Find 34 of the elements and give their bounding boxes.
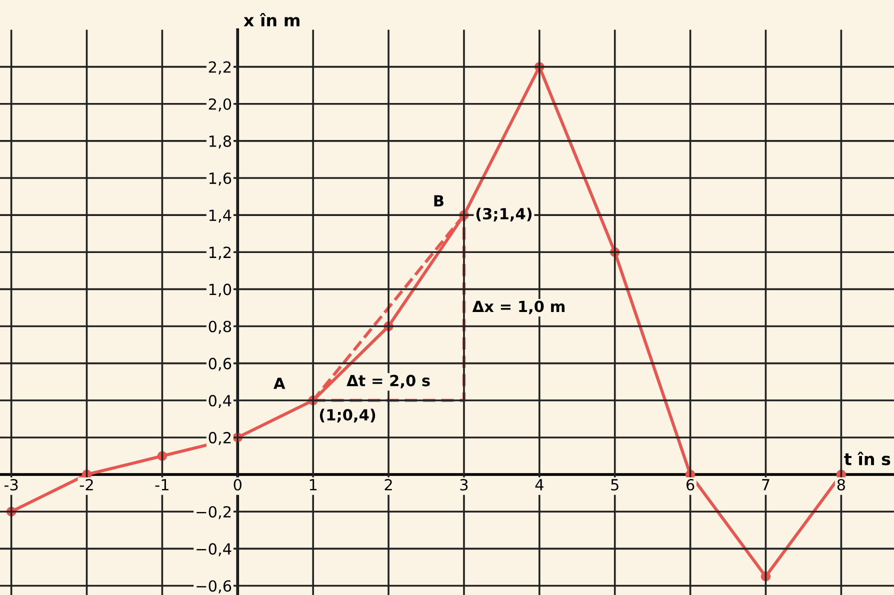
y-axis-title: x în m bbox=[244, 12, 300, 26]
x-tick-label: -2 bbox=[80, 478, 93, 490]
y-tick-label: 0,8 bbox=[208, 320, 232, 334]
annotation: A bbox=[274, 378, 286, 389]
y-tick-label: 1,6 bbox=[209, 172, 232, 186]
x-tick-label: 0 bbox=[234, 478, 242, 491]
y-tick-label: −0,6 bbox=[196, 580, 232, 594]
y-tick-label: 0,6 bbox=[208, 358, 232, 371]
y-tick-label: 2,2 bbox=[208, 61, 231, 74]
y-tick-label: 1,0 bbox=[209, 284, 232, 297]
y-tick-label: 1,2 bbox=[209, 246, 231, 260]
x-tick-label: 1 bbox=[310, 479, 317, 490]
y-tick-label: 1,8 bbox=[209, 135, 232, 149]
x-tick-label: 8 bbox=[837, 478, 846, 491]
annotation: (1;0,4) bbox=[320, 408, 376, 423]
y-tick-label: 0,2 bbox=[208, 432, 231, 446]
x-axis-title: t în s bbox=[844, 452, 890, 466]
annotation: Δx = 1,0 m bbox=[472, 300, 565, 314]
x-tick-label: 7 bbox=[762, 479, 770, 490]
x-tick-label: 4 bbox=[535, 479, 544, 490]
x-tick-label: 6 bbox=[686, 478, 694, 491]
y-tick-label: −0,2 bbox=[196, 506, 231, 520]
x-tick-label: -3 bbox=[4, 478, 18, 491]
x-tick-label: 5 bbox=[611, 479, 618, 491]
x-tick-label: 3 bbox=[460, 478, 468, 491]
annotation: (3;1,4) bbox=[476, 208, 532, 222]
annotation: Δt = 2,0 s bbox=[346, 374, 430, 388]
x-tick-label: -1 bbox=[155, 479, 168, 490]
y-tick-label: 0,4 bbox=[208, 394, 232, 408]
x-tick-label: 2 bbox=[384, 478, 392, 490]
y-tick-label: −0,4 bbox=[196, 543, 232, 556]
y-tick-label: 2,0 bbox=[208, 98, 232, 112]
annotation: B bbox=[434, 195, 444, 206]
y-tick-label: 1,4 bbox=[209, 210, 232, 223]
